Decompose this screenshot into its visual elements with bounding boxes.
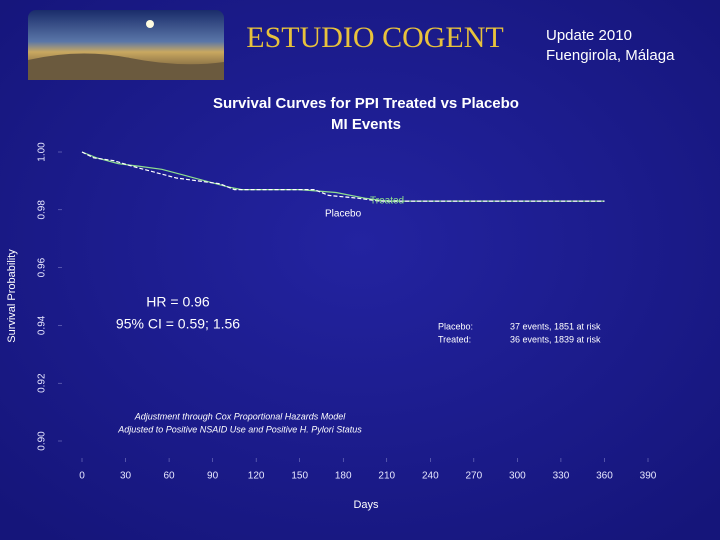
x-tick-label: 180	[335, 471, 352, 482]
x-tick-label: 120	[248, 471, 265, 482]
y-tick-label: 1.00	[37, 142, 48, 162]
risk-label: Placebo:	[438, 321, 473, 331]
x-axis-label: Days	[353, 499, 379, 511]
x-tick-label: 30	[120, 471, 132, 482]
risk-label: Treated:	[438, 334, 471, 344]
x-tick-label: 210	[378, 471, 395, 482]
risk-stats: 37 events, 1851 at risk	[510, 321, 601, 331]
x-tick-label: 330	[553, 471, 570, 482]
x-tick-label: 150	[291, 471, 308, 482]
y-tick-label: 0.94	[37, 315, 48, 335]
risk-stats: 36 events, 1839 at risk	[510, 334, 601, 344]
x-tick-label: 300	[509, 471, 526, 482]
x-tick-label: 360	[596, 471, 613, 482]
y-tick-label: 0.96	[37, 257, 48, 277]
y-tick-label: 0.98	[37, 200, 48, 220]
y-tick-label: 0.92	[37, 373, 48, 393]
location-text: Fuengirola, Málaga	[546, 47, 675, 64]
hr-text: HR = 0.96	[146, 294, 210, 310]
x-tick-label: 270	[466, 471, 483, 482]
chart-title: Survival Curves for PPI Treated vs Place…	[213, 95, 519, 112]
ci-text: 95% CI = 0.59; 1.56	[116, 316, 240, 332]
note-text: Adjusted to Positive NSAID Use and Posit…	[117, 424, 362, 434]
x-tick-label: 0	[79, 471, 85, 482]
update-text: Update 2010	[546, 27, 632, 44]
y-axis-label: Survival Probability	[6, 249, 18, 343]
header-photo	[28, 10, 224, 80]
slide-title: ESTUDIO COGENT	[246, 21, 503, 54]
chart-subtitle: MI Events	[331, 116, 401, 133]
x-tick-label: 390	[640, 471, 657, 482]
y-tick-label: 0.90	[37, 431, 48, 451]
series-label: Placebo	[325, 209, 362, 220]
note-text: Adjustment through Cox Proportional Haza…	[134, 411, 347, 421]
survival-curve	[81, 151, 605, 202]
series-label: Treated	[370, 196, 404, 207]
x-tick-label: 90	[207, 471, 219, 482]
x-tick-label: 240	[422, 471, 439, 482]
x-tick-label: 60	[164, 471, 176, 482]
